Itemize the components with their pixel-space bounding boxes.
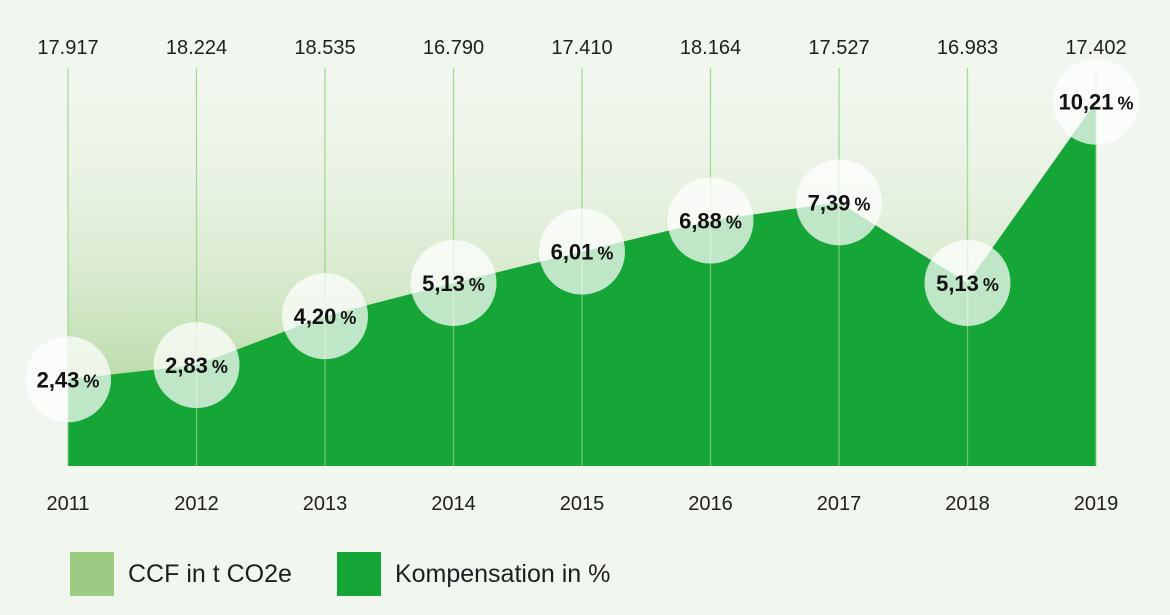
legend-label-kompensation: Kompensation in % <box>394 559 611 588</box>
percentage-bubble-2017: 7,39% <box>796 159 882 246</box>
bubble-circle <box>153 322 240 409</box>
year-label: 2015 <box>560 493 605 515</box>
bubble-circle <box>410 239 497 326</box>
percentage-label: 2,83% <box>165 353 228 378</box>
ccf-value-label: 16.790 <box>423 37 484 59</box>
year-label: 2013 <box>303 493 348 515</box>
legend-label-ccf: CCF in t CO2e <box>128 559 292 588</box>
percentage-bubble-2019: 10,21% <box>1053 58 1139 145</box>
legend-swatch-kompensation <box>336 552 381 596</box>
bubble-circle <box>667 177 754 264</box>
legend-swatch-ccf <box>70 552 114 596</box>
year-label: 2019 <box>1074 493 1119 515</box>
bubble-circle <box>1053 58 1139 145</box>
ccf-value-label: 17.410 <box>551 37 612 59</box>
percentage-label: 6,01% <box>551 240 614 265</box>
ccf-value-label: 18.224 <box>166 37 227 59</box>
percentage-label: 4,20% <box>294 304 357 329</box>
percentage-bubbles: 2,43 % 2,83 % 4,20 % 5,13 % 6,01 % 6,88 % 7,39 % 5,13%… <box>25 58 1139 423</box>
percentage-bubble-2013: 4,20% <box>282 273 368 360</box>
year-label: 2016 <box>688 493 733 515</box>
year-label: 2011 <box>46 493 89 515</box>
bubble-circle <box>796 159 882 246</box>
year-labels: 2011 2012 2013 2014 2015 2016 2017 2018 2019 <box>46 493 1118 515</box>
percentage-bubble-2011: 2,43% <box>25 336 111 423</box>
ccf-value-label: 17.917 <box>37 37 98 59</box>
bubble-circle <box>924 239 1011 326</box>
ccf-value-label: 16.983 <box>937 37 998 59</box>
percentage-bubble-2012: 2,83% <box>153 322 240 409</box>
bubble-circle <box>282 273 368 360</box>
year-label: 2018 <box>945 493 990 515</box>
percentage-label: 10,21% <box>1058 90 1133 115</box>
percentage-label: 6,88% <box>679 209 742 234</box>
year-label: 2012 <box>174 493 219 515</box>
legend-item-kompensation: Kompensation in % <box>336 552 611 596</box>
percentage-label: 2,43% <box>37 367 100 392</box>
percentage-bubble-2015: 6,01% <box>539 208 625 295</box>
percentage-label: 5,13% <box>936 271 999 296</box>
ccf-labels: 17.917 18.224 18.535 16.790 17.410 18.164 17.5… <box>37 37 1126 59</box>
year-label: 2017 <box>817 493 862 515</box>
percentage-bubble-2014: 5,13% <box>410 239 497 326</box>
legend-item-ccf: CCF in t CO2e <box>70 552 292 596</box>
year-label: 2014 <box>431 493 476 515</box>
ccf-value-label: 17.402 <box>1065 37 1126 59</box>
percentage-bubble-2018: 5,13% <box>924 239 1011 326</box>
percentage-label: 5,13% <box>422 271 485 296</box>
bubble-circle <box>539 208 625 295</box>
legend: CCF in t CO2e Kompensation in % <box>70 551 655 597</box>
ccf-value-label: 18.535 <box>294 37 355 59</box>
percentage-label: 7,39% <box>808 190 871 215</box>
percentage-bubble-2016: 6,88% <box>667 177 754 264</box>
ccf-value-label: 17.527 <box>808 37 869 59</box>
bubble-circle <box>25 336 111 423</box>
ccf-value-label: 18.164 <box>680 37 741 59</box>
